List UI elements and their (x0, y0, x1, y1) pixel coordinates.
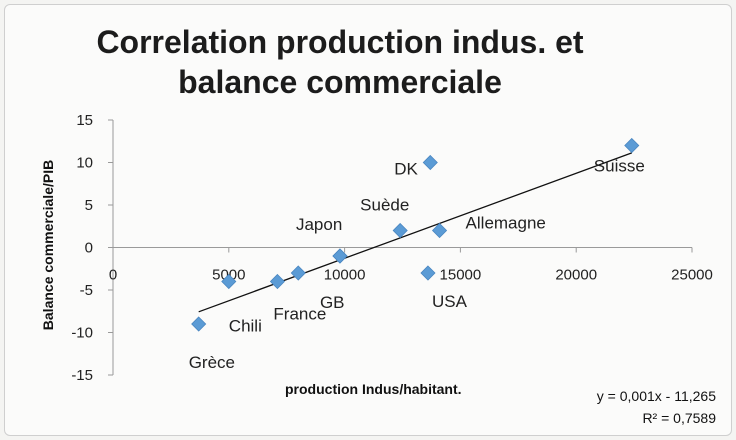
y-tick-label: -5 (80, 282, 93, 299)
data-point-marker (422, 154, 438, 171)
chart-frame (4, 4, 732, 436)
data-point-marker (191, 316, 207, 332)
trendline (198, 152, 633, 313)
x-tick-label: 10000 (324, 267, 366, 284)
data-point-label: USA (432, 292, 468, 311)
data-point-marker (420, 265, 436, 281)
data-point-marker (392, 222, 408, 239)
y-tick-label: 15 (76, 112, 93, 129)
data-point-label: Japon (296, 215, 342, 234)
y-tick-label: -15 (71, 367, 93, 384)
y-tick-label: 10 (76, 155, 93, 172)
r-squared: R² = 0,7589 (642, 410, 716, 426)
data-point-marker (332, 248, 348, 264)
y-tick-label: -10 (71, 325, 93, 342)
y-tick-label: 5 (85, 197, 93, 214)
data-point-label: DK (394, 160, 418, 179)
data-point-marker (624, 137, 640, 154)
trendline-equation: y = 0,001x - 11,265 (596, 388, 716, 404)
data-point-marker (269, 273, 286, 290)
chart-title-line-1: Correlation production indus. et (96, 24, 584, 60)
data-point-label: Suède (360, 196, 409, 215)
data-point-label: France (273, 305, 326, 324)
data-point-label: Suisse (594, 157, 645, 176)
x-tick-label: 0 (109, 267, 117, 284)
x-tick-label: 15000 (440, 267, 482, 284)
x-tick-label: 25000 (671, 267, 713, 284)
data-point-marker (290, 265, 306, 281)
x-tick-label: 20000 (555, 267, 597, 284)
data-point-marker (221, 273, 237, 290)
chart-title-line-2: balance commerciale (178, 64, 502, 100)
chart-title: Correlation production indus. et balance… (60, 22, 620, 102)
trendline-equation-box: y = 0,001x - 11,265 R² = 0,7589 (597, 385, 716, 429)
x-axis-label: production Indus/habitant. (285, 381, 462, 397)
data-point-label: GB (320, 293, 345, 312)
data-point-marker (431, 222, 448, 239)
y-tick-label: 0 (85, 240, 93, 257)
data-point-label: Allemagne (466, 214, 546, 233)
data-point-label: Chili (229, 317, 262, 336)
data-point-label: Grèce (189, 353, 235, 372)
